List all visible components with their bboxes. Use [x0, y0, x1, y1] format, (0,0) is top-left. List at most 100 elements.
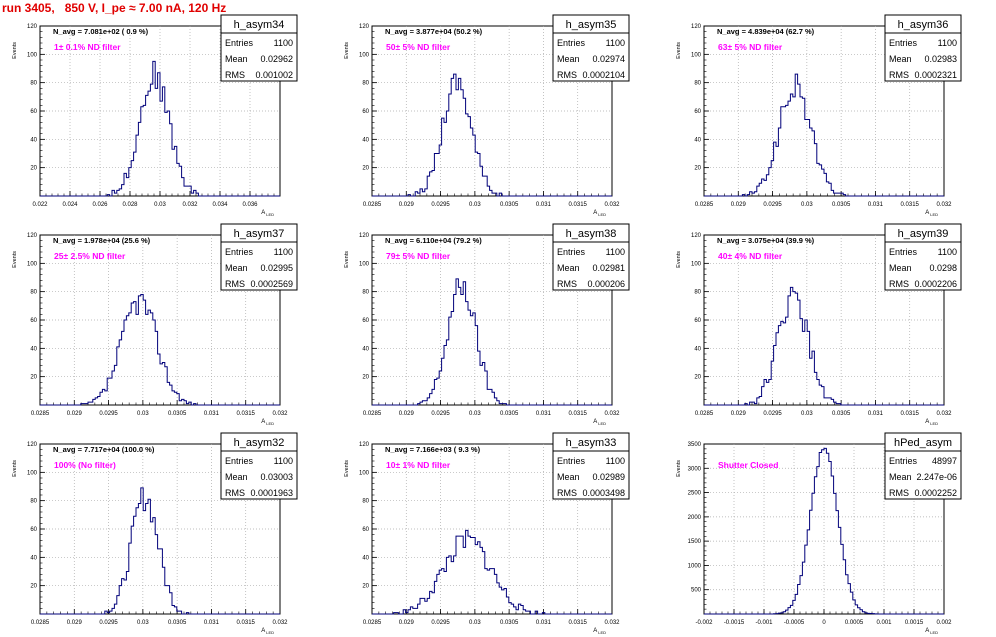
y-tick-label: 20 [694, 375, 701, 381]
stats-value: 1100 [274, 247, 293, 257]
stats-value: 1100 [274, 456, 293, 466]
y-tick-label: 1500 [688, 539, 702, 545]
x-tick-label: 0.029 [731, 202, 747, 208]
histogram-curve [372, 278, 612, 406]
y-tick-label: 120 [27, 442, 38, 448]
stats-title: hPed_asym [894, 437, 952, 449]
y-tick-label: 60 [30, 109, 37, 115]
x-tick-label: -0.0015 [724, 620, 745, 626]
stats-box [884, 223, 962, 291]
histogram-curve [372, 73, 612, 197]
histogram-curve [40, 60, 280, 197]
y-axis-label: Events [344, 460, 350, 477]
filter-label: 25± 2.5% ND filter [54, 251, 126, 261]
y-tick-label: 3000 [688, 466, 702, 472]
filter-label: 79± 5% ND filter [386, 251, 451, 261]
stats-value: 0.0001963 [250, 488, 293, 498]
stats-value: 0.02962 [260, 54, 293, 64]
x-tick-label: 0.0305 [832, 202, 851, 208]
y-tick-label: 60 [362, 318, 369, 324]
stats-label: Mean [557, 472, 580, 482]
y-tick-label: 60 [30, 318, 37, 324]
histogram-panel-h_asym37: 0.0285 0.029 0.0295 0.03 0.0305 0.031 0.0315 0.… [0, 221, 332, 428]
x-tick-label: 0.029 [67, 620, 83, 626]
stats-label: Entries [225, 247, 254, 257]
histogram-panel-h_asym35: 0.0285 0.029 0.0295 0.03 0.0305 0.031 0.0315 0.… [332, 12, 664, 219]
stats-label: Entries [557, 247, 586, 257]
y-axis-label: Events [12, 460, 18, 477]
y-tick-label: 40 [694, 137, 701, 143]
y-tick-label: 20 [362, 375, 369, 381]
stats-label: RMS [225, 488, 245, 498]
stats-box [552, 14, 630, 82]
x-axis-label: ALED [925, 628, 938, 635]
histogram-svg: 0.022 0.024 0.026 0.028 0.03 0.032 0.034 0.036 2… [12, 14, 298, 217]
y-tick-label: 40 [30, 555, 37, 561]
stats-box [884, 432, 962, 500]
x-tick-label: 0.032 [604, 411, 620, 417]
x-tick-label: 0.0315 [569, 411, 588, 417]
x-tick-label: 0.031 [868, 202, 884, 208]
x-tick-label: 0.0305 [168, 620, 187, 626]
page-title: run 3405, 850 V, I_pe ≈ 7.00 nA, 120 Hz [2, 1, 227, 15]
y-tick-label: 120 [27, 233, 38, 239]
y-tick-label: 80 [30, 290, 37, 296]
navg-label: N_avg = 3.075e+04 (39.9 %) [717, 236, 815, 245]
histogram-svg: 0.0285 0.029 0.0295 0.03 0.0305 0.031 0.0315 0.… [344, 432, 630, 635]
y-tick-label: 40 [30, 346, 37, 352]
y-axis-label: Events [12, 251, 18, 268]
x-tick-label: 0.03 [137, 411, 149, 417]
x-tick-label: 0.0285 [363, 202, 382, 208]
histogram-curve [40, 294, 280, 406]
x-tick-label: 0.0315 [237, 411, 256, 417]
y-tick-label: 100 [691, 261, 702, 267]
stats-title: h_asym34 [234, 19, 285, 31]
filter-label: 40± 4% ND filter [718, 251, 783, 261]
x-tick-label: 0.03 [801, 202, 813, 208]
histogram-svg: 0.0285 0.029 0.0295 0.03 0.0305 0.031 0.0315 0.… [344, 14, 630, 217]
stats-value: 2.247e-06 [916, 472, 957, 482]
y-tick-label: 2000 [688, 515, 702, 521]
stats-title: h_asym36 [898, 19, 949, 31]
x-tick-label: 0.029 [399, 620, 415, 626]
stats-label: RMS [557, 70, 577, 80]
y-tick-label: 120 [359, 24, 370, 30]
x-tick-label: 0.032 [936, 411, 952, 417]
x-axis-label: ALED [261, 419, 274, 426]
x-tick-label: 0.0285 [363, 411, 382, 417]
y-tick-label: 60 [362, 527, 369, 533]
x-tick-label: 0.0295 [763, 202, 782, 208]
y-tick-label: 80 [694, 81, 701, 87]
x-tick-label: 0.032 [182, 202, 198, 208]
x-tick-label: 0.029 [67, 411, 83, 417]
x-tick-label: 0.0285 [363, 620, 382, 626]
stats-value: 1100 [606, 247, 625, 257]
histogram-panel-hPed_asym: -0.002 -0.0015 -0.001 -0.0005 0 0.0005 0.001 0.… [664, 430, 996, 637]
x-tick-label: 0.002 [936, 620, 952, 626]
stats-box [552, 432, 630, 500]
y-tick-label: 40 [30, 137, 37, 143]
x-tick-label: 0.03 [154, 202, 166, 208]
x-axis-label: ALED [593, 210, 606, 217]
histogram-panel-h_asym34: 0.022 0.024 0.026 0.028 0.03 0.032 0.034 0.036 2… [0, 12, 332, 219]
x-tick-label: 0.032 [604, 202, 620, 208]
y-axis-label: Events [344, 251, 350, 268]
stats-value: 1100 [274, 38, 293, 48]
y-tick-label: 100 [359, 261, 370, 267]
stats-value: 0.0002206 [914, 279, 957, 289]
x-tick-label: 0 [822, 620, 826, 626]
navg-label: N_avg = 3.877e+04 (50.2 %) [385, 27, 483, 36]
histogram-panel-h_asym39: 0.0285 0.029 0.0295 0.03 0.0305 0.031 0.0315 0.… [664, 221, 996, 428]
stats-label: Entries [225, 38, 254, 48]
stats-value: 0.0003498 [582, 488, 625, 498]
x-axis-label: ALED [925, 210, 938, 217]
x-tick-label: 0.032 [272, 620, 288, 626]
stats-value: 0.02989 [592, 472, 625, 482]
stats-label: Mean [225, 472, 248, 482]
stats-box [884, 14, 962, 82]
y-tick-label: 80 [362, 499, 369, 505]
x-tick-label: 0.001 [876, 620, 892, 626]
stats-value: 0.02995 [260, 263, 293, 273]
x-tick-label: 0.024 [62, 202, 78, 208]
y-tick-label: 60 [694, 109, 701, 115]
